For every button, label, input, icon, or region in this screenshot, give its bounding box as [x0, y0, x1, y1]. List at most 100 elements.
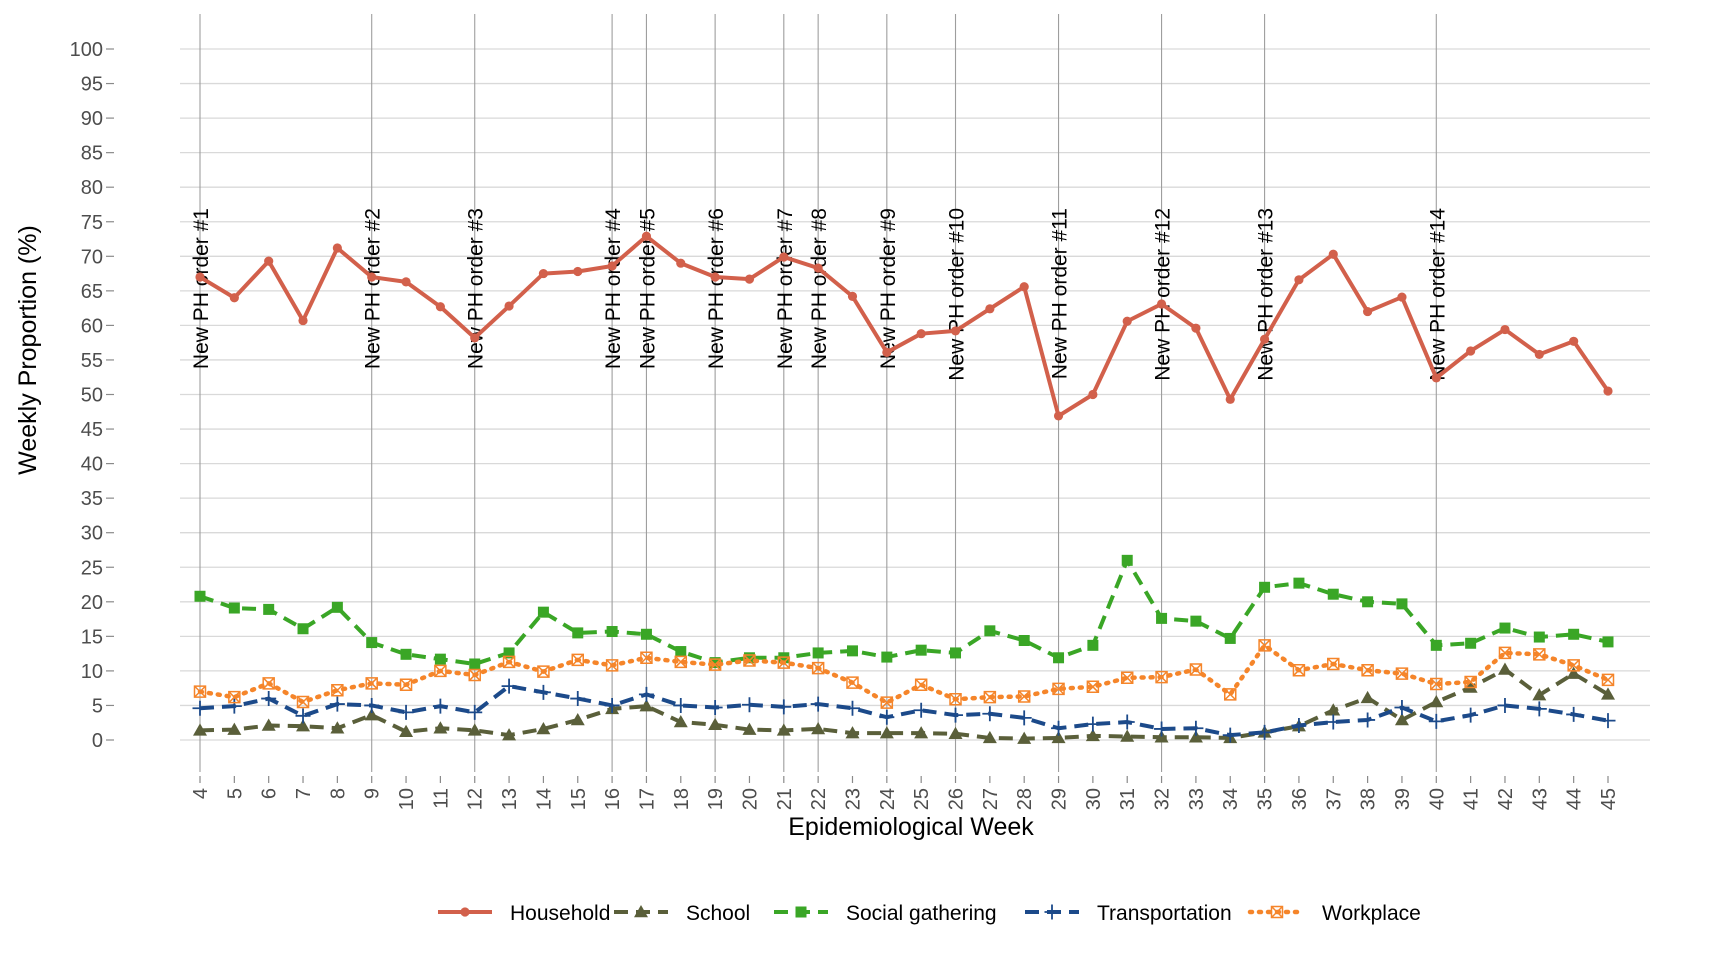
y-tick-label: 35: [81, 488, 103, 510]
data-point: [606, 626, 618, 638]
x-tick-label: 32: [1152, 788, 1174, 810]
data-point: [469, 658, 481, 670]
legend-item: Social gathering: [774, 902, 997, 925]
data-point: [227, 722, 242, 735]
x-tick-label: 26: [946, 788, 968, 810]
x-tick-label: 9: [362, 788, 384, 799]
x-tick-label: 36: [1289, 788, 1311, 810]
series-social-gathering: [194, 554, 1614, 670]
data-point: [1396, 598, 1408, 610]
data-point: [1325, 714, 1341, 730]
data-point: [398, 704, 414, 720]
data-point: [607, 261, 617, 271]
data-point: [1569, 336, 1579, 346]
data-point: [743, 652, 755, 664]
x-tick-label: 8: [327, 788, 349, 799]
data-point: [504, 301, 514, 311]
legend-label: Transportation: [1097, 902, 1232, 925]
y-tick-label: 0: [92, 730, 103, 752]
ph-order-label: New PH order #5: [636, 208, 659, 369]
data-point: [470, 333, 480, 343]
x-tick-label: 25: [911, 788, 933, 810]
data-point: [1120, 671, 1134, 685]
data-point: [228, 690, 241, 704]
y-tick-label: 75: [81, 212, 103, 234]
data-point: [914, 726, 929, 739]
data-point: [983, 690, 997, 704]
data-point: [634, 905, 648, 918]
data-point: [195, 272, 205, 282]
data-point: [264, 256, 274, 266]
data-point: [709, 657, 721, 669]
data-point: [604, 697, 620, 713]
series-household: [195, 231, 1613, 421]
x-tick-label: 45: [1598, 788, 1620, 810]
data-point: [1602, 636, 1614, 648]
data-point: [367, 272, 377, 282]
data-point: [1088, 389, 1098, 400]
data-point: [640, 651, 653, 665]
data-point: [433, 721, 448, 734]
data-point: [261, 691, 277, 707]
data-point: [263, 603, 275, 615]
x-tick-label: 21: [774, 788, 796, 810]
data-point: [1018, 634, 1030, 646]
data-point: [1500, 324, 1510, 335]
x-tick-label: 22: [808, 788, 830, 810]
data-point: [1463, 680, 1478, 693]
data-point: [879, 709, 895, 725]
data-point: [847, 291, 858, 301]
data-point: [261, 718, 276, 731]
data-point: [914, 678, 928, 691]
data-point: [638, 686, 654, 702]
y-tick-label: 55: [81, 350, 103, 372]
data-point: [1463, 707, 1479, 723]
data-point: [1017, 731, 1032, 744]
data-point: [673, 715, 688, 728]
data-point: [331, 683, 344, 697]
data-point: [776, 699, 792, 715]
data-point: [1225, 394, 1235, 404]
data-point: [537, 665, 550, 678]
y-tick-label: 95: [81, 74, 103, 96]
data-point: [226, 698, 242, 714]
legend-item: Household: [438, 902, 610, 925]
data-point: [295, 708, 311, 724]
ph-order-label: New PH order #3: [465, 208, 488, 369]
data-point: [1019, 282, 1029, 292]
data-point: [460, 907, 470, 917]
x-tick-label: 14: [533, 788, 555, 810]
data-point: [262, 677, 275, 690]
data-point: [1360, 712, 1376, 728]
ph-order-label: New PH order #8: [808, 208, 831, 369]
data-point: [537, 606, 549, 618]
data-point: [331, 601, 343, 613]
x-tick-label: 39: [1392, 788, 1414, 810]
x-tick-label: 29: [1049, 788, 1071, 810]
x-tick-label: 37: [1323, 788, 1345, 810]
data-point: [399, 724, 414, 737]
data-point: [329, 696, 345, 712]
data-point: [982, 706, 998, 722]
data-point: [641, 231, 652, 241]
legend-label: Household: [510, 902, 610, 925]
data-point: [1429, 694, 1444, 708]
series-line: [199, 558, 1609, 666]
ph-order-label: New PH order #9: [877, 208, 900, 369]
data-point: [1533, 648, 1546, 661]
y-axis-title: Weekly Proportion (%): [14, 225, 42, 475]
data-point: [676, 258, 686, 268]
ph-order-label: New PH order #14: [1426, 208, 1449, 381]
legend-label: Workplace: [1322, 902, 1421, 925]
data-point: [1086, 680, 1100, 694]
data-point: [985, 304, 995, 314]
data-point: [845, 726, 860, 739]
data-point: [1016, 710, 1032, 726]
data-point: [1085, 716, 1101, 732]
x-tick-label: 41: [1461, 788, 1483, 810]
data-point: [1499, 622, 1511, 634]
data-point: [779, 252, 789, 262]
data-point: [741, 697, 757, 713]
data-point: [1122, 316, 1132, 326]
data-point: [846, 645, 858, 657]
